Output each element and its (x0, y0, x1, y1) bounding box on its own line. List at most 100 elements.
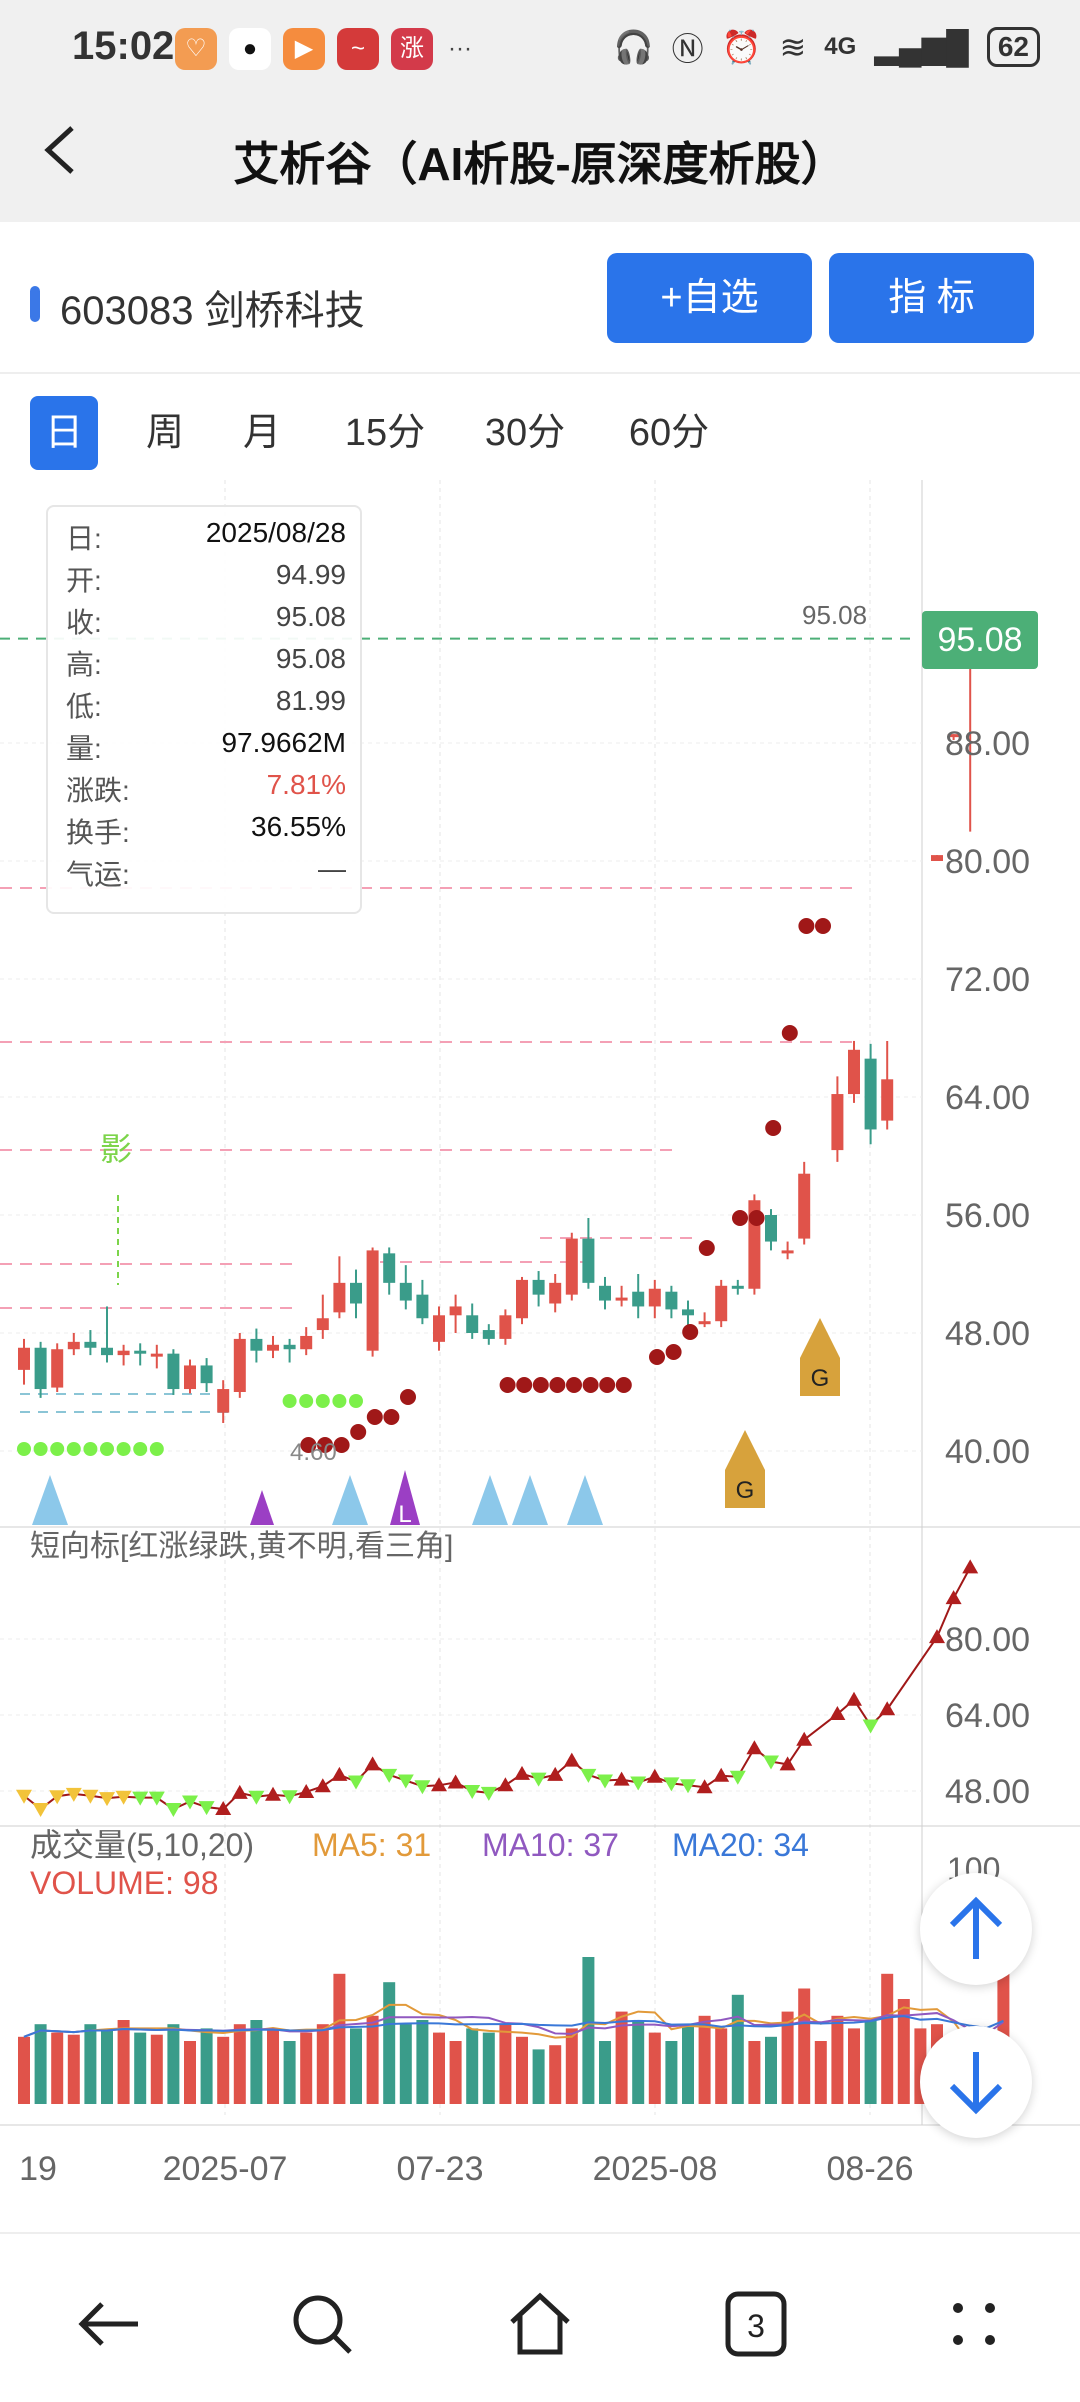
trend-triangle (929, 1629, 945, 1644)
tab-month[interactable]: 月 (242, 412, 281, 454)
signal-label-g: G (736, 1477, 755, 1504)
candle-body (200, 1365, 213, 1384)
back-button[interactable] (40, 120, 80, 194)
info-value: 97.9662M (221, 727, 346, 758)
app-header: 艾析谷（AI析股-原深度析股） (0, 90, 1080, 222)
volume-bar (499, 2024, 512, 2104)
video-app-icon: ▶ (283, 28, 325, 70)
signal-icon: ▂▄▆█ (874, 29, 969, 65)
tab-30min[interactable]: 30分 (484, 412, 566, 454)
signal-label-g: G (811, 1365, 830, 1392)
nav-tabs-button[interactable]: 3 (716, 2284, 796, 2364)
candle-body (167, 1353, 180, 1390)
volume-chart (18, 1898, 1010, 2104)
price-tick: 72.00 (945, 961, 1030, 999)
ma5-label: MA5: 31 (312, 1827, 431, 1863)
nav-menu-button[interactable] (934, 2284, 1014, 2364)
info-value: — (318, 853, 346, 884)
candle-body (466, 1315, 479, 1333)
volume-bar (814, 2041, 827, 2104)
trail-dot (383, 1409, 400, 1425)
info-row: 换手: 36.55% (66, 811, 346, 851)
wifi-icon: ≋ (779, 29, 807, 65)
candles (18, 638, 977, 1423)
candle-body (233, 1338, 246, 1392)
info-label: 气运: (66, 859, 130, 890)
trail-dot (516, 1377, 533, 1393)
volume-bar (765, 2036, 777, 2104)
candle-body (665, 1291, 678, 1310)
stock-marker (30, 286, 40, 322)
trend-triangle (547, 1766, 564, 1781)
candle-body (781, 1250, 794, 1254)
trail-dot (649, 1349, 665, 1365)
date-tick: 07-23 (397, 2150, 484, 2188)
low-price-label: 4.60 (290, 1439, 337, 1466)
volume-bar (316, 2024, 329, 2104)
support-dot (349, 1394, 363, 1408)
status-time: 15:02 (72, 24, 175, 68)
svg-text:3: 3 (747, 2308, 765, 2344)
status-bar: 15:02 ♡ ● ▶ ~ 涨 ··· 🎧 Ⓝ ⏰ ≋ 4G ▂▄▆█ 62 (0, 0, 1080, 90)
candle-body (150, 1353, 163, 1357)
trend-triangle (215, 1801, 232, 1816)
price-tick: 40.00 (945, 1433, 1030, 1471)
trend-triangle (530, 1772, 547, 1787)
candle-body (433, 1315, 445, 1342)
trend-triangle (348, 1775, 364, 1790)
info-row: 低: 81.99 (66, 685, 346, 725)
scroll-up-button[interactable] (920, 1873, 1032, 1985)
tab-week[interactable]: 周 (145, 412, 184, 454)
candle-body (18, 1347, 30, 1370)
trend-triangle (298, 1783, 315, 1798)
volume-bar (848, 2028, 860, 2104)
support-dot (149, 1442, 164, 1456)
notification-icons: ♡ ● ▶ ~ 涨 ··· (175, 28, 475, 70)
indicator-button[interactable]: 指 标 (829, 253, 1034, 343)
nav-back-button[interactable] (68, 2284, 148, 2364)
volume-ma-line (23, 2015, 1004, 2038)
trend-triangle (497, 1777, 514, 1792)
tab-15min[interactable]: 15分 (344, 412, 426, 454)
volume-bar (416, 2020, 429, 2104)
add-watchlist-button[interactable]: +自选 (607, 253, 812, 343)
candle-body (931, 855, 943, 861)
volume-bar (665, 2041, 678, 2104)
nav-home-button[interactable] (500, 2284, 580, 2364)
info-row: 收: 95.08 (66, 601, 346, 641)
volume-bar (482, 2032, 495, 2104)
support-dot (299, 1394, 314, 1408)
last-price-badge: 95.08 (922, 611, 1038, 669)
candle-body (499, 1315, 512, 1339)
arrow-down-icon (949, 2052, 1003, 2115)
volume-bar (781, 2011, 794, 2104)
nfc-icon: Ⓝ (671, 31, 704, 67)
trail-dot (682, 1324, 699, 1340)
candle-body (101, 1347, 113, 1356)
scroll-down-button[interactable] (920, 2026, 1032, 2138)
signal-label-l: L (398, 1501, 411, 1528)
trail-dot (400, 1389, 416, 1405)
volume-bar (383, 1982, 396, 2104)
nav-search-button[interactable] (282, 2284, 362, 2364)
trend-triangle (248, 1790, 265, 1805)
trend-triangle (846, 1691, 862, 1706)
candle-body (333, 1282, 346, 1313)
trail-dot (781, 1025, 798, 1041)
trend-triangle (281, 1790, 298, 1805)
candle-body (765, 1215, 777, 1242)
trend-triangle (65, 1787, 82, 1802)
trend-triangle (563, 1752, 580, 1767)
info-value: 7.81% (266, 769, 346, 800)
trail-dot (300, 1437, 317, 1453)
price-tick: 48.00 (945, 1315, 1030, 1353)
trail-dot (698, 1240, 715, 1256)
signal-box (800, 1358, 840, 1396)
price-tick: 88.00 (945, 725, 1030, 763)
tab-60min[interactable]: 60分 (628, 412, 710, 454)
info-row: 高: 95.08 (66, 643, 346, 683)
date-tick: 19 (19, 2150, 57, 2188)
tab-day[interactable]: 日 (30, 396, 98, 470)
app-notification-icon: ♡ (175, 28, 217, 70)
trail-dot (748, 1210, 765, 1226)
